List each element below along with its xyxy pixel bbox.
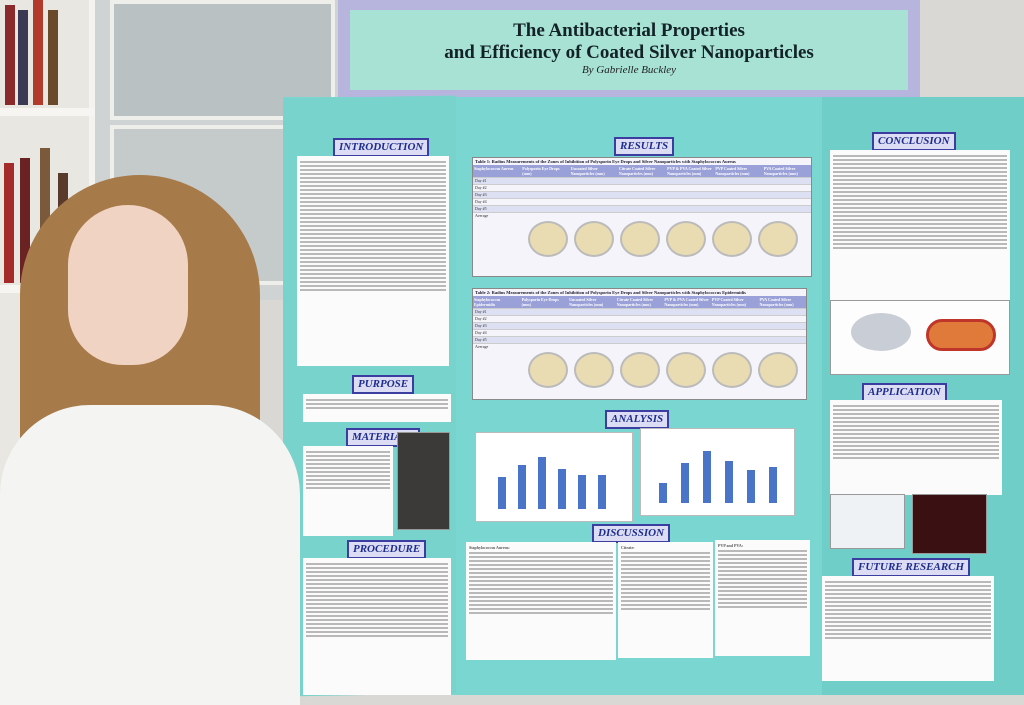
introduction-text <box>297 156 449 366</box>
poster-title-line1: The Antibacterial Properties <box>513 20 745 41</box>
table-header: Uncoated Silver Nanoparticles (mm) <box>570 166 605 176</box>
discussion-text-aureus: Staphylococcus Aureus: <box>466 542 616 660</box>
section-application: APPLICATION <box>862 383 947 402</box>
table-header: Polysporin Eye Drops (mm) <box>521 297 559 307</box>
procedure-text <box>303 558 451 695</box>
discussion-lead: Citrate: <box>621 545 635 550</box>
materials-photo <box>397 432 450 530</box>
discussion-text-citrate: Citrate: <box>618 542 713 658</box>
table-header: PVA Coated Silver Nanoparticles (mm) <box>763 166 798 176</box>
table-header: PVP Coated Silver Nanoparticles (mm) <box>715 166 750 176</box>
table-header: Citrate Coated Silver Nanoparticles (mm) <box>616 297 654 307</box>
application-diagram <box>830 494 905 549</box>
section-analysis: ANALYSIS <box>605 410 670 429</box>
purpose-text <box>303 394 451 422</box>
table-header: PVP & PVA Coated Silver Nanoparticles (m… <box>667 166 712 176</box>
table-header: Uncoated Silver Nanoparticles (mm) <box>569 297 604 307</box>
poster-title-line2: and Efficiency of Coated Silver Nanopart… <box>444 42 814 63</box>
row-label: Average <box>475 344 489 349</box>
conclusion-diagram <box>830 300 1010 375</box>
table1-title: Table 1: Radius Measurements of the Zone… <box>475 159 736 164</box>
section-results: RESULTS <box>614 137 675 156</box>
poster-author: By Gabrielle Buckley <box>581 64 677 76</box>
row-label: Day #2 <box>475 185 487 190</box>
section-purpose: PURPOSE <box>352 375 415 394</box>
table-header: PVP & PVA Coated Silver Nanoparticles (m… <box>664 297 709 307</box>
materials-list <box>303 446 393 536</box>
analysis-chart-aureus <box>475 432 633 522</box>
section-procedure: PROCEDURE <box>347 540 427 559</box>
section-future-research: FUTURE RESEARCH <box>852 558 971 577</box>
future-research-text <box>822 576 994 681</box>
conclusion-text <box>830 150 1010 300</box>
petri-dish-photos <box>473 350 806 390</box>
table-header: PVP Coated Silver Nanoparticles (mm) <box>711 297 746 307</box>
table-header: PVA Coated Silver Nanoparticles (mm) <box>759 297 794 307</box>
table-header: Polysporin Eye Drops (mm) <box>522 166 560 176</box>
section-introduction: INTRODUCTION <box>333 138 430 157</box>
table-header: Citrate Coated Silver Nanoparticles (mm) <box>618 166 656 176</box>
row-label: Day #4 <box>475 330 487 335</box>
row-label: Day #3 <box>475 192 487 197</box>
table2-title: Table 2: Radius Measurements of the Zone… <box>475 290 746 295</box>
section-discussion: DISCUSSION <box>592 524 671 543</box>
discussion-lead: PVP and PVA: <box>718 543 744 548</box>
table-header: Staphylococcus Aureus <box>474 166 514 171</box>
row-label: Day #3 <box>475 323 487 328</box>
section-conclusion: CONCLUSION <box>872 132 956 151</box>
row-label: Day #1 <box>475 178 487 183</box>
row-label: Day #1 <box>475 309 487 314</box>
table-header: Staphylococcus Epidermidis <box>474 297 501 307</box>
results-table-2: Table 2: Radius Measurements of the Zone… <box>472 288 807 400</box>
row-label: Day #5 <box>475 337 487 342</box>
analysis-chart-epidermidis <box>640 428 795 516</box>
student-presenter <box>0 175 300 705</box>
row-label: Day #4 <box>475 199 487 204</box>
petri-dish-photos <box>473 219 811 259</box>
row-label: Day #5 <box>475 206 487 211</box>
poster-title-banner: The Antibacterial Properties and Efficie… <box>338 0 920 98</box>
row-label: Day #2 <box>475 316 487 321</box>
discussion-lead: Staphylococcus Aureus: <box>469 545 510 550</box>
application-text <box>830 400 1002 495</box>
application-photo <box>912 494 987 554</box>
results-table-1: Table 1: Radius Measurements of the Zone… <box>472 157 812 277</box>
row-label: Average <box>475 213 489 218</box>
discussion-text-pvp-pva: PVP and PVA: <box>715 540 810 656</box>
